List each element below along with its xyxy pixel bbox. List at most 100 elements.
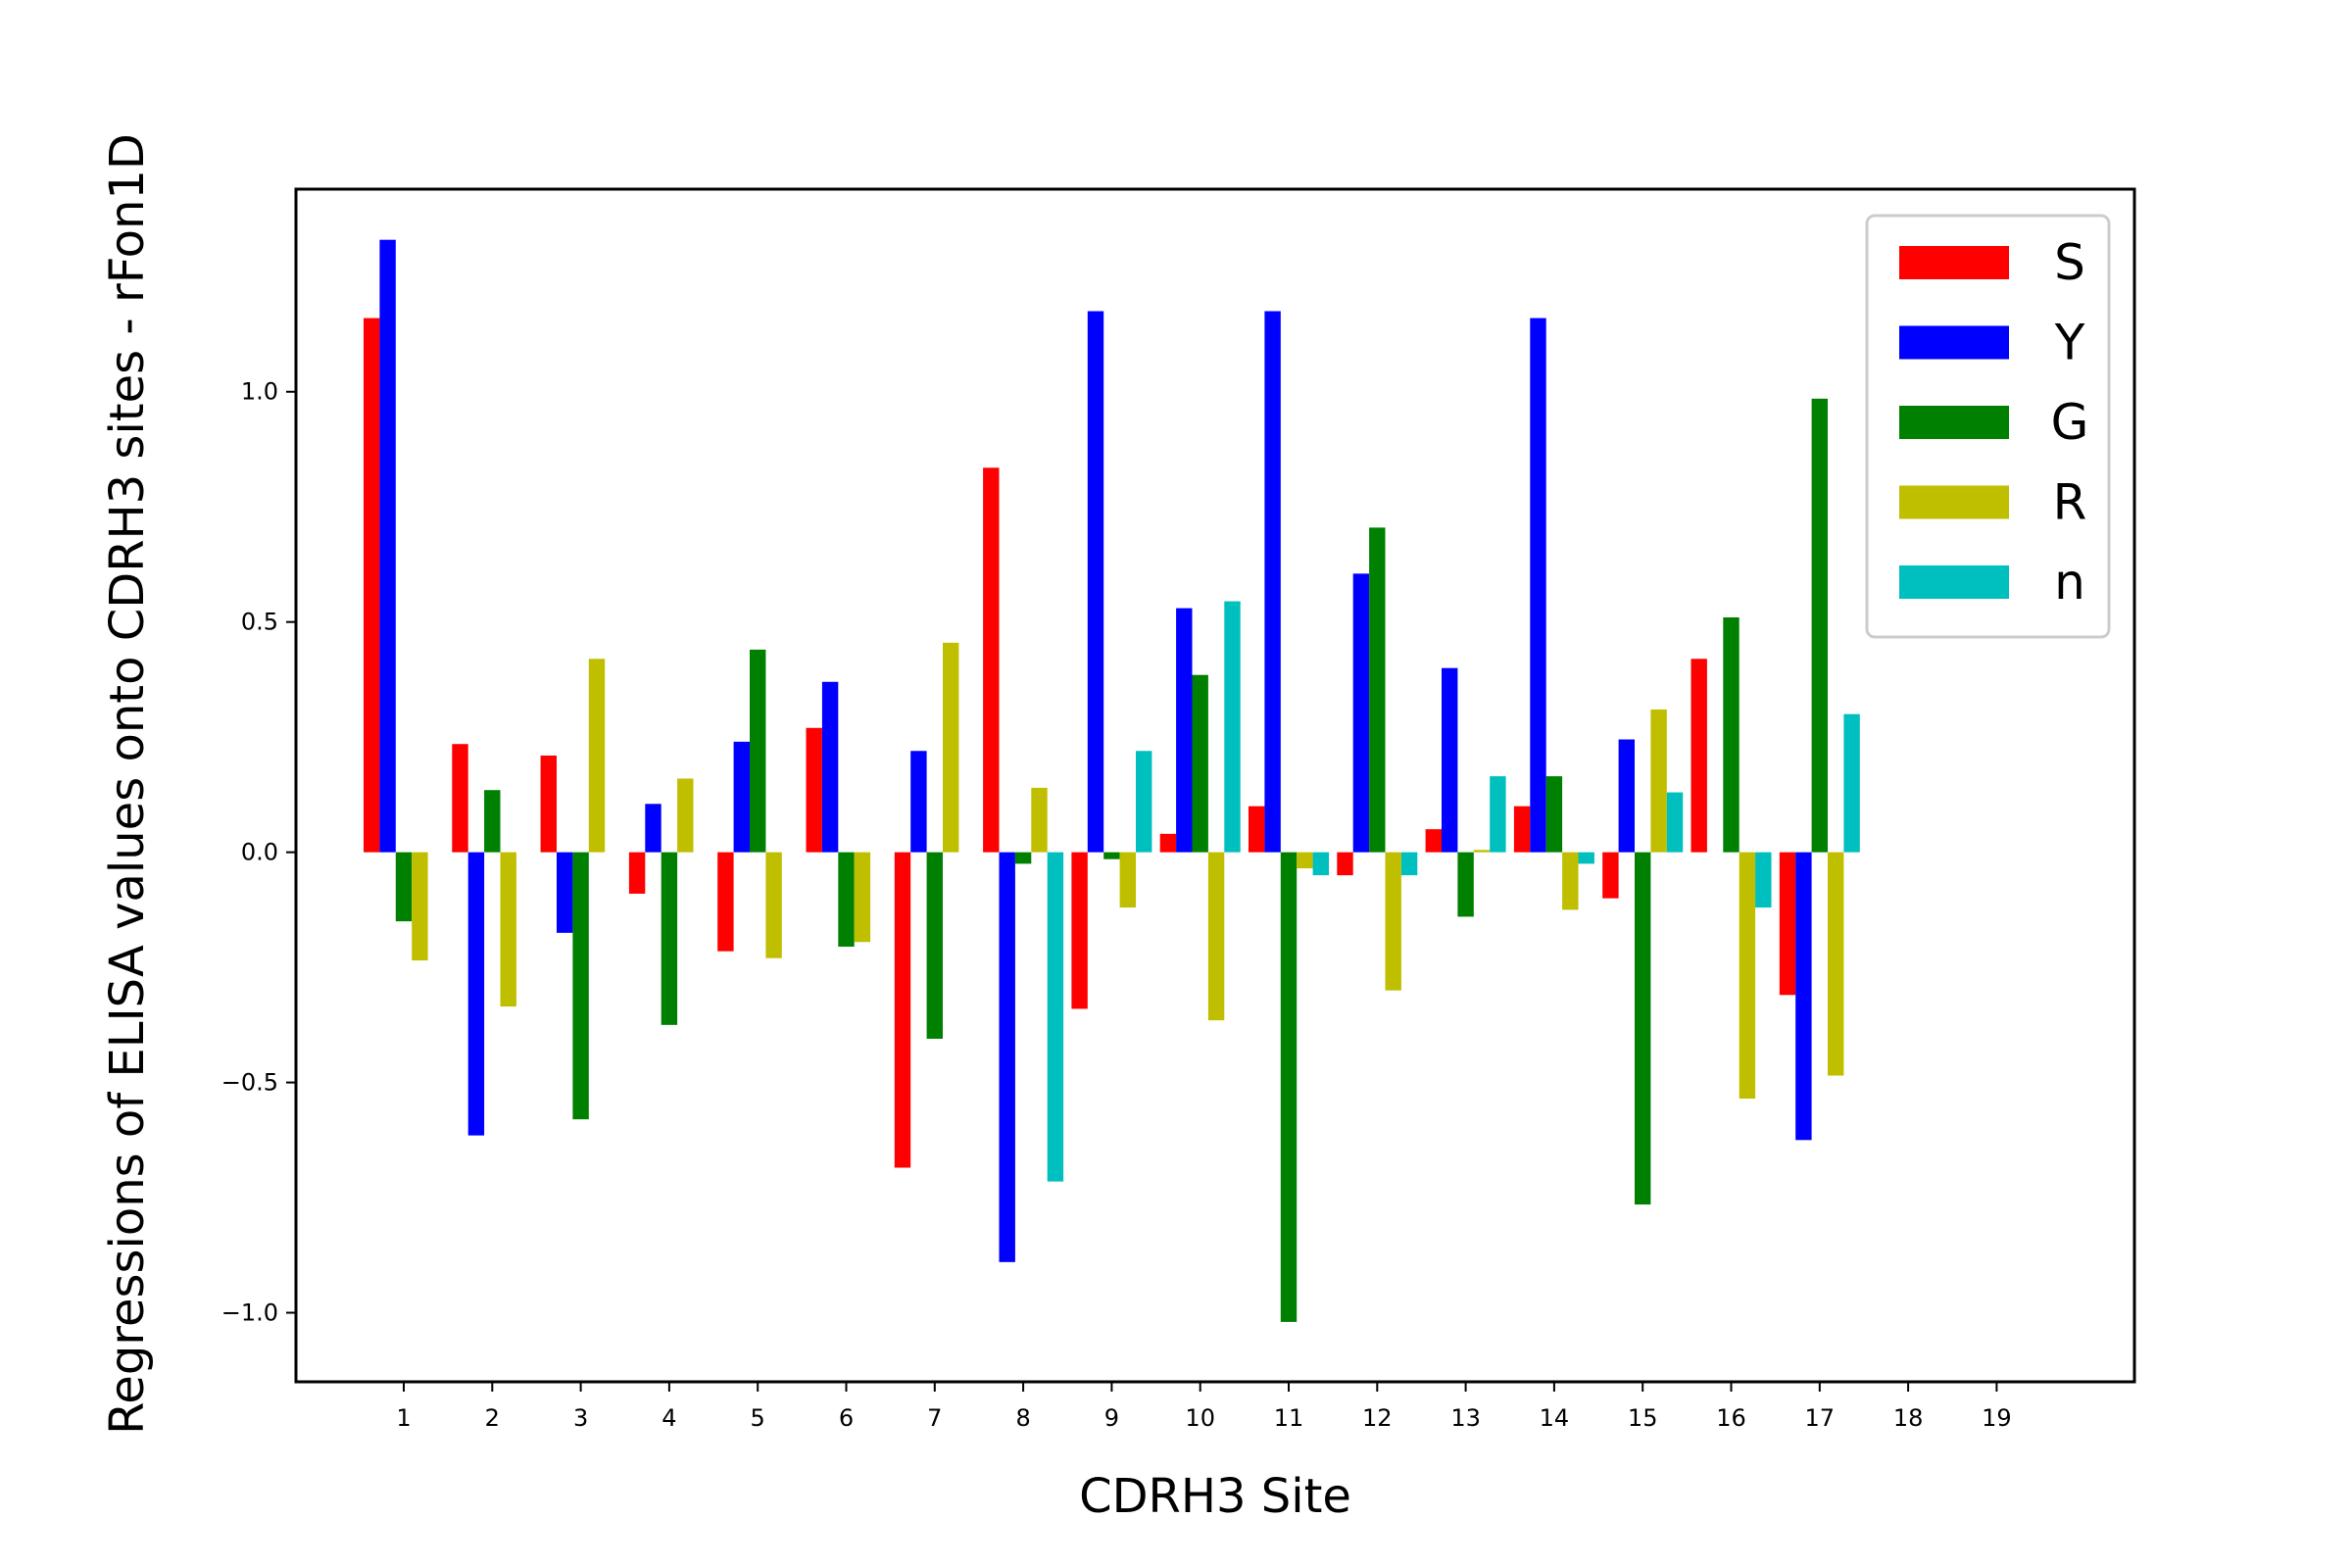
bar-Y-site-5	[733, 741, 750, 853]
bar-G-site-5	[750, 649, 766, 853]
bar-Y-site-11	[1264, 311, 1281, 853]
legend-swatch-n	[1899, 565, 2009, 599]
bar-R-site-12	[1385, 852, 1401, 991]
x-tick-label: 16	[1716, 1404, 1746, 1432]
legend-swatch-R	[1899, 485, 2009, 519]
x-tick-label: 11	[1274, 1404, 1304, 1432]
bar-n-site-16	[1755, 852, 1772, 908]
legend-swatch-S	[1899, 246, 2009, 279]
bar-n-site-10	[1224, 601, 1241, 853]
plot-frame	[294, 187, 2136, 1384]
x-tick-label: 2	[485, 1404, 500, 1432]
bar-S-site-17	[1779, 852, 1796, 996]
bar-Y-site-7	[910, 751, 927, 853]
legend-label-n: n	[2054, 554, 2085, 611]
bar-R-site-8	[1031, 787, 1048, 853]
bar-S-site-14	[1513, 806, 1531, 853]
bar-G-site-11	[1280, 852, 1298, 1322]
bar-S-site-5	[717, 852, 734, 952]
bar-S-site-6	[806, 727, 822, 853]
bar-n-site-14	[1578, 852, 1594, 864]
bar-n-site-12	[1400, 852, 1418, 876]
x-tick-label: 6	[839, 1404, 854, 1432]
bar-Y-site-9	[1087, 311, 1104, 853]
bar-n-site-11	[1312, 852, 1329, 876]
y-axis: −1.0 −0.5 0.0 0.5 1.0	[221, 378, 296, 1327]
bar-Y-site-8	[999, 852, 1015, 1262]
bar-S-site-8	[983, 467, 1000, 853]
bar-S-site-10	[1159, 833, 1177, 853]
x-tick-label: 8	[1015, 1404, 1030, 1432]
bar-R-site-15	[1650, 709, 1667, 853]
x-tick-label: 4	[662, 1404, 676, 1432]
bar-R-site-7	[943, 642, 959, 853]
bar-Y-site-13	[1442, 667, 1458, 853]
bar-S-site-4	[628, 852, 646, 894]
bar-S-site-13	[1425, 829, 1442, 853]
bar-S-site-2	[452, 744, 468, 853]
x-tick-label: 14	[1540, 1404, 1570, 1432]
bar-S-site-3	[540, 755, 557, 853]
bar-R-site-3	[588, 659, 606, 853]
bar-n-site-15	[1666, 792, 1684, 853]
bar-G-site-16	[1723, 616, 1740, 853]
bar-S-site-9	[1071, 852, 1088, 1009]
bar-S-site-11	[1249, 806, 1265, 853]
bar-G-site-17	[1811, 398, 1828, 853]
bar-Y-site-17	[1795, 852, 1812, 1141]
bar-S-site-15	[1602, 852, 1619, 899]
x-tick-label: 13	[1450, 1404, 1481, 1432]
bar-Y-site-14	[1530, 318, 1546, 853]
bar-G-site-13	[1457, 852, 1474, 917]
bar-G-site-3	[572, 852, 589, 1120]
legend-swatch-Y	[1899, 325, 2009, 360]
y-tick-label: −0.5	[221, 1069, 278, 1097]
legend-label-R: R	[2053, 474, 2087, 531]
x-tick-label: 10	[1185, 1404, 1215, 1432]
legend-label-S: S	[2054, 234, 2085, 291]
bar-G-site-15	[1635, 852, 1651, 1205]
x-tick-label: 7	[927, 1404, 942, 1432]
bar-G-site-12	[1369, 527, 1386, 853]
bar-G-site-1	[395, 852, 413, 922]
bar-G-site-4	[661, 852, 678, 1025]
x-axis: 1 2 3 4 5 6 7 8 9 10 11 12 13 14 15 16 17 18 19	[396, 1382, 2012, 1432]
bar-Y-site-12	[1352, 573, 1370, 853]
bar-n-site-13	[1490, 776, 1506, 853]
bar-R-site-11	[1297, 852, 1313, 869]
bar-G-site-10	[1192, 674, 1208, 853]
bar-R-site-5	[765, 852, 782, 958]
bar-R-site-2	[500, 852, 516, 1007]
bar-Y-site-3	[557, 852, 573, 933]
bar-G-site-9	[1103, 852, 1120, 859]
bar-S-site-7	[894, 852, 911, 1168]
bar-Y-site-10	[1176, 608, 1193, 853]
bar-R-site-14	[1562, 852, 1579, 910]
bar-Y-site-2	[467, 852, 485, 1136]
y-axis-title: Regressions of ELISA values onto CDRH3 s…	[100, 133, 155, 1435]
bar-n-site-9	[1136, 751, 1152, 853]
bar-S-site-12	[1337, 852, 1353, 876]
x-axis-title: CDRH3 Site	[1079, 1469, 1351, 1524]
bar-G-site-2	[484, 790, 501, 853]
x-tick-label: 19	[1982, 1404, 2012, 1432]
y-tick-label: 0.5	[241, 609, 278, 636]
bars-group	[364, 239, 1860, 1322]
bar-R-site-9	[1119, 852, 1136, 908]
bar-R-site-13	[1473, 850, 1491, 853]
x-tick-label: 12	[1362, 1404, 1393, 1432]
y-tick-label: −1.0	[221, 1299, 278, 1327]
x-tick-label: 3	[573, 1404, 588, 1432]
bar-Y-site-6	[821, 681, 839, 853]
bar-R-site-10	[1207, 852, 1225, 1021]
bar-G-site-14	[1545, 776, 1563, 853]
bar-R-site-1	[412, 852, 428, 961]
bar-n-site-8	[1047, 852, 1064, 1182]
bar-R-site-17	[1828, 852, 1844, 1076]
legend-swatch-G	[1899, 406, 2009, 439]
bar-Y-site-15	[1618, 739, 1635, 853]
x-tick-label: 17	[1805, 1404, 1836, 1432]
x-tick-label: 1	[396, 1404, 411, 1432]
